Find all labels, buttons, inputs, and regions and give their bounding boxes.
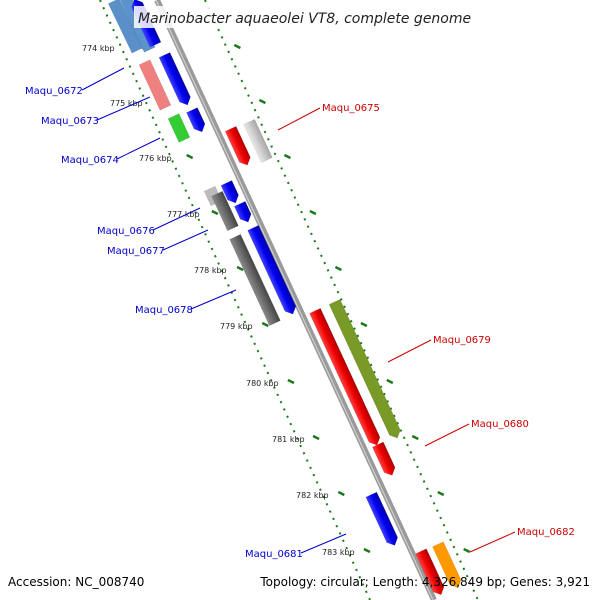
tick-mark bbox=[211, 209, 219, 216]
tick-mark bbox=[283, 153, 291, 160]
tick-mark bbox=[363, 547, 371, 554]
gene-reverse-c[interactable] bbox=[220, 180, 241, 205]
tick-label: 774 kbp bbox=[82, 44, 115, 53]
gene-labels: Maqu_0672 Maqu_0673 Maqu_0674 Maqu_0675 Maqu… bbox=[25, 86, 575, 560]
gene-reverse-b[interactable] bbox=[186, 107, 208, 135]
gene-0674-feature[interactable] bbox=[167, 113, 191, 143]
tick-labels: 774 kbp 775 kbp 776 kbp 777 kbp 778 kbp 779 k… bbox=[82, 44, 355, 557]
tick-mark bbox=[186, 153, 194, 160]
tick-label: 776 kbp bbox=[139, 154, 172, 163]
gene-label-maqu-0679[interactable]: Maqu_0679 bbox=[433, 335, 491, 346]
gene-0681-feature[interactable] bbox=[365, 491, 400, 548]
label-leader bbox=[300, 533, 347, 554]
tick-mark bbox=[437, 490, 445, 497]
backbone bbox=[154, 0, 437, 600]
tick-mark bbox=[236, 265, 244, 272]
label-leader bbox=[116, 137, 161, 160]
tick-mark bbox=[312, 434, 320, 441]
outer-tick-track bbox=[99, 0, 371, 600]
label-leader bbox=[469, 531, 516, 553]
gene-reverse-e[interactable] bbox=[247, 225, 299, 316]
gene-0673-feature[interactable] bbox=[138, 59, 172, 111]
gene-forward-g[interactable] bbox=[415, 548, 446, 598]
tick-label: 778 kbp bbox=[194, 266, 227, 275]
gene-features bbox=[114, 0, 463, 598]
tick-label: 780 kbp bbox=[246, 379, 279, 388]
gene-label-maqu-0676[interactable]: Maqu_0676 bbox=[97, 226, 155, 237]
tick-mark bbox=[411, 434, 419, 441]
inner-tick-track bbox=[204, 0, 479, 600]
label-leader bbox=[96, 96, 151, 121]
gene-0679-feature[interactable] bbox=[309, 307, 383, 447]
gene-label-maqu-0682[interactable]: Maqu_0682 bbox=[517, 527, 575, 538]
tick-mark bbox=[261, 321, 269, 328]
tick-mark bbox=[334, 265, 342, 272]
gene-label-maqu-0675[interactable]: Maqu_0675 bbox=[322, 103, 380, 114]
gene-0682-feature[interactable] bbox=[432, 541, 463, 591]
tick-mark bbox=[463, 547, 471, 554]
gene-reverse-d[interactable] bbox=[234, 201, 253, 224]
label-leader bbox=[424, 423, 470, 447]
tick-label: 783 kbp bbox=[322, 548, 355, 557]
gene-label-maqu-0673[interactable]: Maqu_0673 bbox=[41, 116, 99, 127]
gene-label-maqu-0681[interactable]: Maqu_0681 bbox=[245, 549, 303, 560]
gene-label-maqu-0680[interactable]: Maqu_0680 bbox=[471, 419, 529, 430]
tick-label: 782 kbp bbox=[296, 491, 329, 500]
tick-mark bbox=[309, 209, 317, 216]
topology-text: Topology: circular; Length: 4,326,849 bp… bbox=[259, 575, 590, 589]
label-leader bbox=[81, 67, 125, 91]
gene-light-1[interactable] bbox=[243, 119, 273, 163]
tick-label: 779 kbp bbox=[220, 322, 253, 331]
tick-label: 777 kbp bbox=[167, 210, 200, 219]
tick-marks bbox=[136, 43, 471, 554]
tick-mark bbox=[360, 321, 368, 328]
tick-mark bbox=[386, 378, 394, 385]
tick-mark bbox=[337, 490, 345, 497]
tick-label: 775 kbp bbox=[110, 99, 143, 108]
gene-0675-feature[interactable] bbox=[224, 125, 253, 167]
gene-0677-feature[interactable] bbox=[211, 190, 239, 232]
gene-0672-segment[interactable] bbox=[108, 0, 143, 54]
gene-reverse-a[interactable] bbox=[158, 52, 193, 108]
tick-mark bbox=[287, 378, 295, 385]
gene-0678-feature[interactable] bbox=[229, 234, 281, 326]
tick-mark bbox=[258, 98, 266, 105]
gene-forward-f[interactable] bbox=[372, 441, 397, 478]
label-leader bbox=[277, 107, 321, 131]
label-leader bbox=[152, 207, 201, 231]
gene-label-maqu-0674[interactable]: Maqu_0674 bbox=[61, 155, 119, 166]
gene-0680-feature[interactable] bbox=[328, 299, 403, 440]
label-leader bbox=[387, 339, 432, 363]
gene-label-maqu-0678[interactable]: Maqu_0678 bbox=[135, 305, 193, 316]
gene-label-maqu-0672[interactable]: Maqu_0672 bbox=[25, 86, 83, 97]
tick-mark bbox=[233, 43, 241, 50]
label-leaders bbox=[81, 67, 516, 554]
gene-label-maqu-0677[interactable]: Maqu_0677 bbox=[107, 246, 165, 257]
tick-label: 781 kbp bbox=[272, 435, 305, 444]
reverse-strand-genes bbox=[108, 0, 143, 54]
accession-text: Accession: NC_008740 bbox=[8, 575, 144, 589]
label-leader bbox=[162, 229, 209, 251]
title-backdrop bbox=[134, 6, 452, 28]
map-title: Marinobacter aquaeolei VT8, complete gen… bbox=[138, 11, 471, 27]
label-leader bbox=[190, 289, 237, 310]
